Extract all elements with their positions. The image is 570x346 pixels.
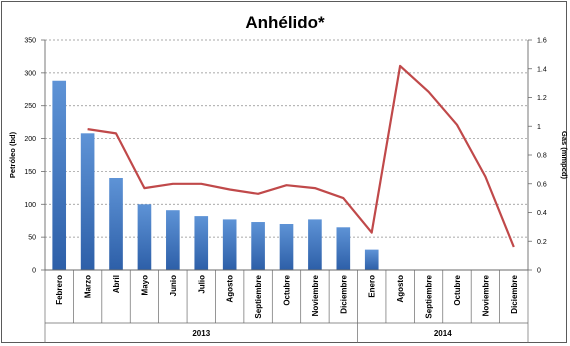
- y-right-tick-label: 1: [537, 124, 541, 131]
- bar: [137, 204, 152, 270]
- bar: [308, 219, 322, 270]
- x-tick-label: Junio: [169, 275, 178, 296]
- x-tick-label: Julio: [197, 275, 206, 294]
- y-left-tick-label: 300: [24, 70, 36, 77]
- y-left-tick-label: 150: [24, 169, 36, 176]
- y-left-tick-label: 200: [24, 136, 36, 143]
- x-tick-label: Diciembre: [510, 274, 519, 313]
- x-tick-label: Enero: [368, 275, 377, 298]
- bar: [166, 210, 180, 270]
- bar: [80, 133, 95, 270]
- x-group-label: 2013: [192, 329, 210, 338]
- y-tick-labels: 0 50 100 150 200 250 300 350 0 0.2 0.4 0.6 0.8 1 1.2 1.…: [24, 38, 547, 275]
- y-right-tick-label: 0.6: [537, 181, 547, 188]
- x-tick-label: Octubre: [453, 274, 462, 305]
- x-group-label: 2014: [434, 329, 452, 338]
- bar: [364, 249, 379, 270]
- y-left-axis-label: Petróleo (bd): [8, 131, 17, 178]
- y-right-tick-label: 1.4: [537, 66, 547, 73]
- y-left-tick-label: 250: [24, 103, 36, 110]
- gas-line: [87, 64, 515, 248]
- x-tick-label: Mayo: [140, 275, 149, 296]
- y-left-tick-label: 350: [24, 38, 36, 45]
- x-tick-label: Noviembre: [311, 274, 320, 316]
- x-tick-label: Febrero: [55, 275, 64, 305]
- axes: [41, 39, 532, 343]
- y-left-tick-label: 100: [24, 202, 36, 209]
- bar: [222, 219, 237, 270]
- y-left-tick-label: 50: [28, 235, 36, 242]
- bar: [52, 80, 67, 270]
- line-series: [87, 64, 515, 248]
- y-right-tick-label: 0.4: [537, 210, 547, 217]
- x-tick-label: Noviembre: [481, 274, 490, 316]
- x-tick-label: Agosto: [226, 275, 235, 303]
- y-right-tick-label: 1.2: [537, 95, 547, 102]
- x-tick-label: Septiembre: [254, 274, 263, 318]
- y-right-tick-label: 0: [537, 268, 541, 275]
- y-right-tick-label: 0.8: [537, 153, 547, 160]
- bar: [194, 216, 209, 270]
- x-tick-label: Marzo: [84, 275, 93, 298]
- x-tick-label: Diciembre: [339, 274, 348, 313]
- bar: [336, 227, 351, 270]
- x-group-labels: 2013 2014: [192, 329, 452, 338]
- y-right-axis-label: Gas (mmpcd): [560, 131, 569, 179]
- bar: [109, 178, 123, 270]
- chart-title: Anhélido*: [245, 13, 325, 32]
- x-tick-label: Abril: [112, 275, 121, 293]
- x-tick-label: Agosto: [396, 275, 405, 303]
- y-right-tick-label: 0.2: [537, 239, 547, 246]
- bar: [279, 224, 294, 270]
- x-tick-label: Octubre: [283, 274, 292, 305]
- y-right-tick-label: 1.6: [537, 38, 547, 45]
- bar-series: [52, 80, 379, 270]
- x-tick-label: Septiembre: [425, 274, 434, 318]
- x-tick-labels: Febrero Marzo Abril Mayo Junio Julio Agosto Sep…: [55, 274, 519, 318]
- bar: [251, 222, 265, 270]
- y-left-tick-label: 0: [32, 268, 36, 275]
